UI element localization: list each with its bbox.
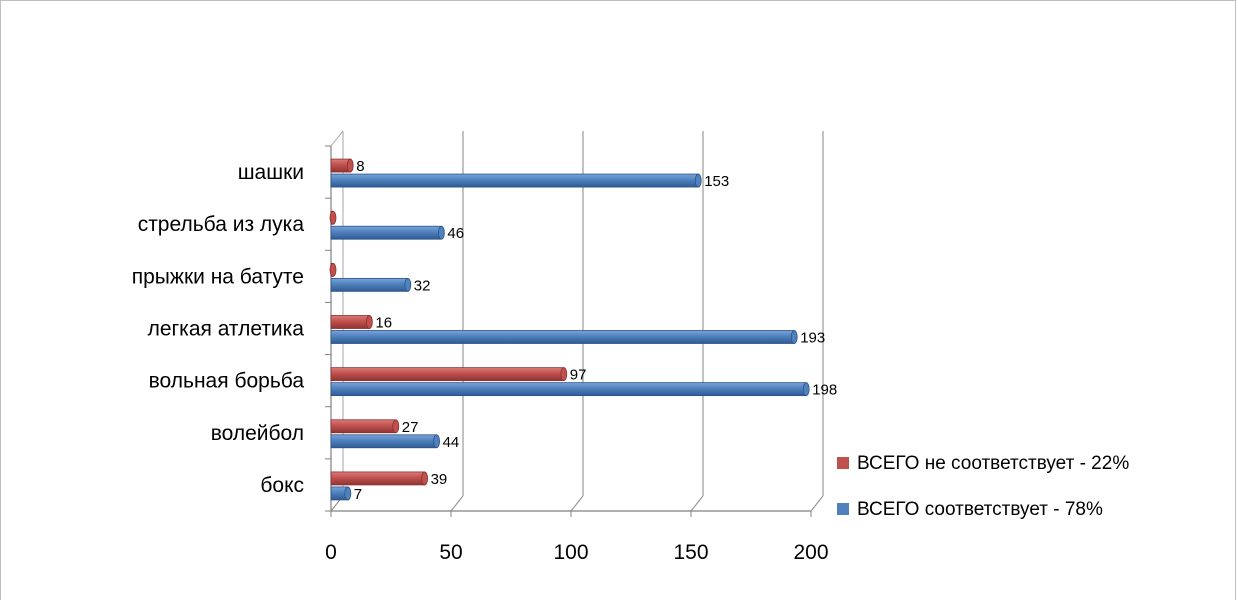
bar-red [330,471,425,486]
data-label: 27 [402,419,419,436]
bar-blue [330,434,437,449]
bar-end-cap [346,158,354,173]
top-depth-edge [330,130,344,147]
bar-end-cap [421,471,429,486]
bar-end-cap [802,382,810,397]
category-label: вольная борьба [149,370,305,393]
category-label: прыжки на батуте [132,265,304,288]
bar-end-cap [329,262,337,277]
data-label: 44 [443,434,460,451]
category-label: волейбол [211,422,304,445]
data-label: 97 [570,367,587,384]
x-tick-label: 0 [325,541,337,564]
legend-swatch-red [837,457,849,469]
data-label: 46 [447,225,464,242]
legend-swatch-blue [837,503,849,515]
bar-blue [330,382,807,397]
category-label: легкая атлетика [148,318,305,341]
gridline-floor [570,495,584,512]
gridline-floor [810,495,824,512]
data-label: 39 [431,471,448,488]
data-label: 8 [356,158,364,175]
category-label: шашки [238,161,304,184]
x-tick-label: 100 [553,541,588,564]
data-label: 198 [812,382,837,399]
bar-blue [330,277,409,292]
bar-end-cap [344,486,352,501]
gridline-floor [450,495,464,512]
bar-blue [330,330,795,344]
bar-end-cap [560,367,568,382]
bar-end-cap [404,277,412,292]
bar-end-cap [437,225,445,240]
bar-red [330,367,565,382]
x-tick-label: 200 [793,541,828,564]
bar-red [330,419,397,434]
bar-end-cap [790,330,798,344]
x-tick-label: 50 [439,541,462,564]
bar-blue [330,173,699,188]
bar-end-cap [392,419,400,434]
data-label: 32 [414,277,431,294]
data-label: 16 [375,315,392,332]
data-label: 7 [354,486,362,503]
gridline-floor [690,495,704,512]
legend-label: ВСЕГО не соответствует - 22% [857,453,1129,474]
bar-red [330,315,370,329]
data-label: 153 [704,173,729,190]
bar-end-cap [433,434,441,449]
x-tick-label: 150 [673,541,708,564]
category-label: бокс [260,474,304,497]
category-label: стрельба из лука [138,213,305,236]
data-label: 193 [800,330,825,347]
bar-end-cap [694,173,702,188]
bar-blue [330,225,442,240]
bar-end-cap [329,210,337,225]
bar-end-cap [365,315,373,329]
legend-label: ВСЕГО соответствует - 78% [857,499,1103,520]
